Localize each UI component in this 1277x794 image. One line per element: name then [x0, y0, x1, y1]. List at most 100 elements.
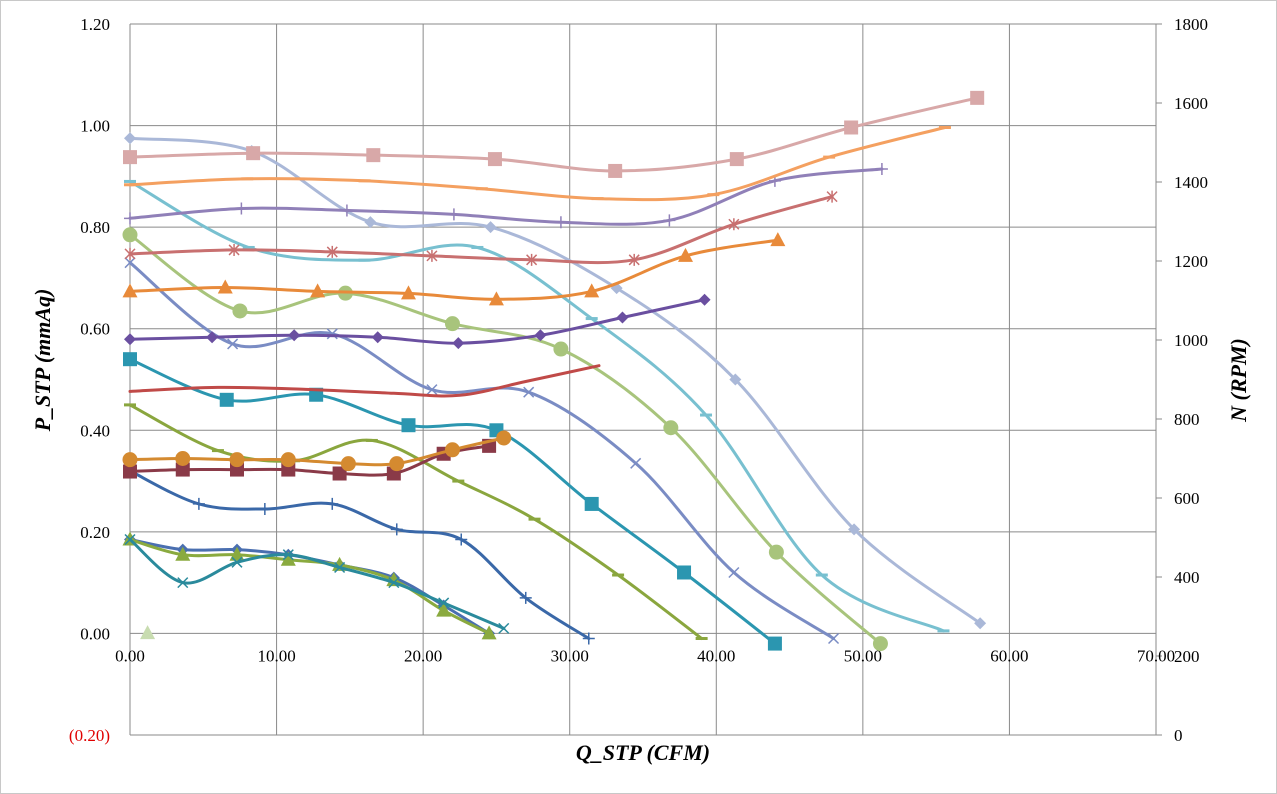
data-point-circle	[280, 452, 296, 468]
data-point-asterisk	[426, 249, 438, 262]
series-line	[128, 126, 947, 202]
data-point-square	[844, 120, 859, 135]
data-point-triangle	[488, 291, 504, 306]
series-n6	[124, 190, 838, 266]
y2-tick-label: 0	[1174, 726, 1183, 745]
y-tick-label: 0.60	[80, 320, 110, 339]
data-point-triangle	[280, 551, 296, 566]
data-point-asterisk	[526, 253, 538, 266]
data-point-plus	[235, 202, 248, 215]
data-point-square	[246, 146, 261, 161]
y2-tick-label: 1800	[1174, 15, 1208, 34]
data-point-triangle	[770, 232, 786, 247]
series-p6	[123, 352, 782, 651]
y2-tick-labels: 0 200 400 600 800 1000 1200 1400 1600 1800	[1174, 15, 1208, 745]
data-point-x	[227, 338, 239, 350]
data-point-plus	[663, 214, 676, 227]
y-tick-label: 1.00	[80, 117, 110, 136]
data-point-square	[332, 466, 347, 481]
data-point-circle	[122, 227, 138, 243]
data-point-diamond	[848, 523, 861, 536]
data-point-circle	[229, 452, 245, 468]
data-point-x	[124, 533, 136, 546]
data-point-x	[282, 549, 294, 561]
x-tick-label: 10.00	[257, 646, 295, 665]
x-tick-label: 60.00	[990, 646, 1028, 665]
series-line	[128, 233, 882, 646]
y-tick-label: 1.20	[80, 15, 110, 34]
data-point-x	[630, 457, 642, 469]
y2-tick-label: 1600	[1174, 94, 1208, 113]
y2-tick-label: 1400	[1174, 173, 1208, 192]
data-point-diamond	[364, 216, 377, 229]
data-point-diamond	[288, 329, 301, 342]
data-point-x	[828, 632, 840, 645]
data-point-circle	[768, 544, 784, 560]
data-point-square	[584, 496, 599, 511]
x-tick-label: 20.00	[404, 646, 442, 665]
data-point-asterisk	[326, 245, 338, 258]
data-point-triangle	[217, 279, 233, 294]
data-point-square	[219, 392, 234, 407]
data-point-triangle	[584, 283, 600, 298]
series-n3	[128, 364, 601, 398]
series-group	[122, 90, 987, 652]
series-n9	[123, 90, 985, 178]
data-point-square	[487, 152, 502, 167]
x-tick-label: 40.00	[697, 646, 735, 665]
data-point-x	[177, 577, 189, 589]
y2-tick-label: 1000	[1174, 331, 1208, 350]
series-p5	[124, 403, 708, 641]
data-point-plus	[326, 497, 339, 510]
series-n5	[122, 232, 786, 306]
series-p8	[122, 227, 888, 652]
series-n10	[140, 625, 156, 640]
series-n8	[124, 125, 951, 202]
x-tick-label: 70.00	[1137, 646, 1175, 665]
data-point-x	[388, 577, 400, 589]
series-n4	[124, 293, 711, 350]
y2-tick-label: 1200	[1174, 252, 1208, 271]
data-point-triangle	[122, 283, 138, 298]
data-point-plus	[875, 162, 888, 175]
data-point-circle	[340, 456, 356, 472]
x-tick-label: 30.00	[551, 646, 589, 665]
data-point-diamond	[452, 337, 465, 350]
data-point-x	[334, 561, 346, 573]
data-point-plus	[192, 497, 205, 510]
x-tick-label: 0.00	[115, 646, 145, 665]
series-line	[128, 136, 982, 625]
data-point-square	[123, 352, 137, 367]
data-point-asterisk	[228, 243, 240, 256]
series-line	[128, 298, 707, 345]
data-point-triangle	[436, 602, 452, 617]
series-line	[128, 96, 979, 173]
y2-tick-label: 200	[1174, 647, 1200, 666]
data-point-triangle	[229, 546, 245, 561]
x-tick-label: 50.00	[844, 646, 882, 665]
y-axis-title: P_STP (mmAq)	[30, 289, 55, 433]
data-point-square	[608, 163, 623, 178]
data-point-circle	[444, 316, 460, 332]
data-point-x	[231, 556, 243, 568]
x-axis-title: Q_STP (CFM)	[576, 740, 710, 765]
series-n2	[122, 430, 512, 472]
data-point-square	[123, 150, 137, 165]
data-point-triangle	[400, 285, 416, 300]
series-line	[128, 167, 884, 226]
data-point-x	[438, 597, 450, 609]
data-point-x	[498, 622, 510, 634]
data-point-circle	[389, 456, 405, 472]
data-point-plus	[582, 632, 595, 645]
series-line	[128, 469, 591, 640]
data-point-asterisk	[826, 190, 838, 203]
y2-axis-title: N (RPM)	[1226, 338, 1251, 423]
y-tick-label: 0.80	[80, 218, 110, 237]
data-point-asterisk	[628, 253, 640, 266]
grid-lines	[129, 23, 1162, 736]
y-tick-label: (0.20)	[69, 726, 110, 745]
y2-tick-label: 800	[1174, 410, 1200, 429]
